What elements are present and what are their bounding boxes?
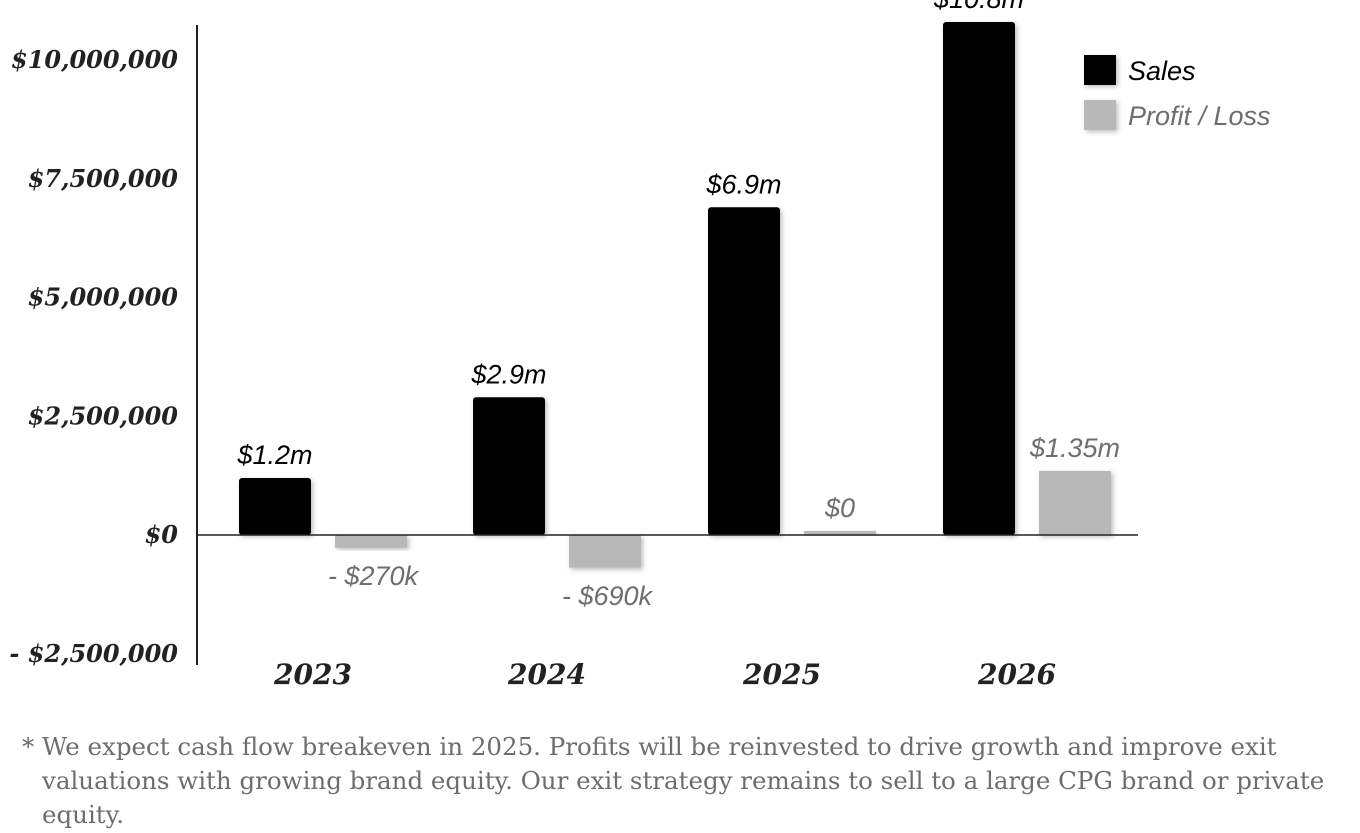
y-tick-label: - $2,500,000 [9, 639, 178, 668]
y-tick-label: $5,000,000 [28, 283, 179, 312]
footnote: * We expect cash flow breakeven in 2025.… [22, 730, 1342, 832]
x-tick-label-2024: 2024 [507, 658, 586, 691]
sales-label-2025: $6.9m [705, 169, 781, 199]
sales-bar-2026 [943, 22, 1015, 535]
profit-bar-2025 [804, 531, 876, 535]
sales-label-2024: $2.9m [470, 359, 546, 389]
sales-label-2026: $10.8m [933, 0, 1024, 14]
profit-label-2026: $1.35m [1029, 433, 1120, 463]
profit-label-2023: - $270k [328, 561, 420, 591]
profit-label-2024: - $690k [562, 581, 654, 611]
x-tick-label-2023: 2023 [273, 658, 352, 691]
x-tick-label-2025: 2025 [742, 658, 821, 691]
legend-label-sales: Sales [1128, 56, 1196, 86]
sales-bar-2025 [708, 207, 780, 535]
y-tick-label: $0 [145, 520, 179, 549]
legend-swatch-sales [1084, 55, 1116, 85]
sales-bar-2024 [473, 397, 545, 535]
footnote-line-1: * We expect cash flow breakeven in 2025.… [22, 732, 1277, 761]
x-tick-label-2026: 2026 [977, 658, 1056, 691]
bar-chart: $10,000,000 $7,500,000 $5,000,000 $2,500,00… [9, 0, 1271, 691]
y-tick-label: $2,500,000 [28, 401, 179, 430]
profit-bar-2026 [1039, 470, 1111, 535]
sales-bar-2023 [239, 478, 311, 535]
profit-label-2025: $0 [824, 493, 855, 523]
footnote-line-2: valuations with growing brand equity. Ou… [42, 766, 1325, 829]
y-tick-label: $10,000,000 [11, 45, 178, 74]
legend-label-profit-loss: Profit / Loss [1128, 101, 1271, 131]
legend-swatch-profit-loss [1084, 100, 1116, 130]
profit-bar-2023 [335, 535, 407, 548]
sales-label-2023: $1.2m [236, 440, 312, 470]
profit-bar-2024 [569, 535, 641, 568]
y-tick-label: $7,500,000 [28, 164, 179, 193]
